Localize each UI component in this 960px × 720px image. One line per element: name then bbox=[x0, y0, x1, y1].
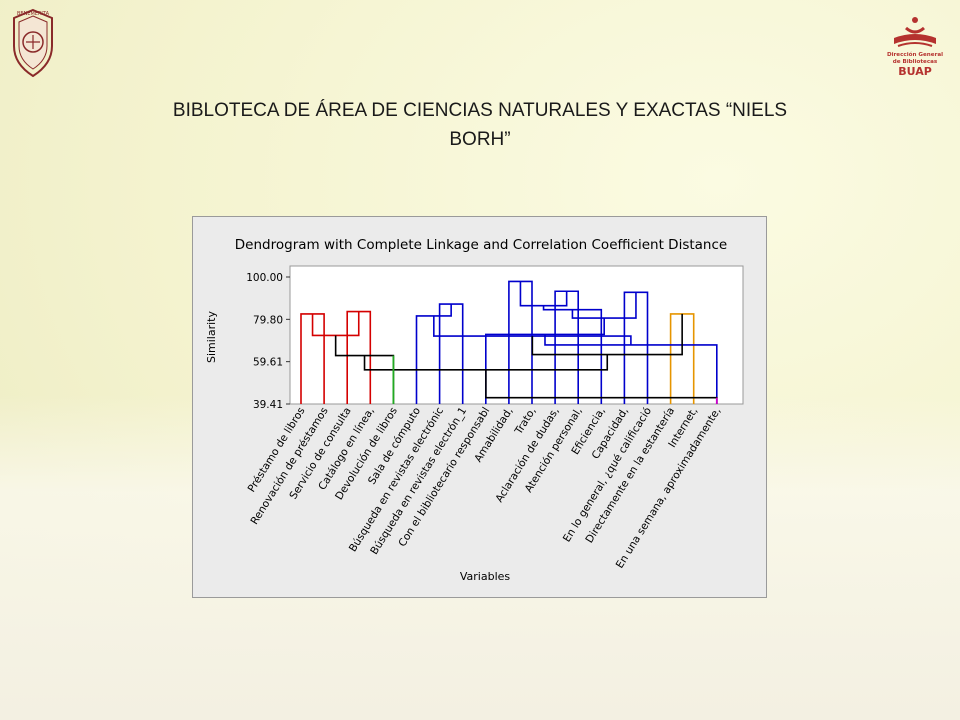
library-logo-line-2: de Bibliotecas bbox=[893, 59, 938, 65]
library-logo-line-3: BUAP bbox=[898, 65, 932, 78]
dendrogram-svg: Dendrogram with Complete Linkage and Cor… bbox=[205, 237, 744, 583]
page-title: BIBLOTECA DE ÁREA DE CIENCIAS NATURALES … bbox=[172, 100, 788, 150]
dendrogram-links bbox=[300, 280, 718, 404]
library-logo: Dirección General de Bibliotecas BUAP bbox=[887, 17, 943, 78]
y-axis-label: Similarity bbox=[205, 311, 218, 363]
merge-link-17 bbox=[363, 354, 609, 371]
merge-link-5 bbox=[623, 291, 649, 404]
seal-lettering: BENEMERITA bbox=[17, 11, 50, 17]
merge-link-9 bbox=[415, 304, 452, 404]
library-logo-line-1: Dirección General bbox=[887, 51, 943, 58]
merge-link-3 bbox=[438, 303, 464, 404]
merge-link-16 bbox=[531, 313, 683, 356]
x-axis-label: Variables bbox=[460, 570, 511, 583]
y-tick-label-1: 59.61 bbox=[253, 357, 283, 369]
chart-title: Dendrogram with Complete Linkage and Cor… bbox=[235, 237, 727, 253]
y-tick-label-2: 79.80 bbox=[253, 314, 283, 326]
merge-link-2 bbox=[346, 310, 372, 404]
dendrogram-chart: Dendrogram with Complete Linkage and Cor… bbox=[192, 216, 767, 598]
y-tick-label-3: 100.00 bbox=[246, 272, 283, 284]
y-tick-label-0: 39.41 bbox=[253, 399, 283, 411]
y-axis: 39.41 59.61 79.80 100.00 bbox=[246, 272, 290, 411]
university-seal-logo: BENEMERITA bbox=[13, 8, 53, 78]
